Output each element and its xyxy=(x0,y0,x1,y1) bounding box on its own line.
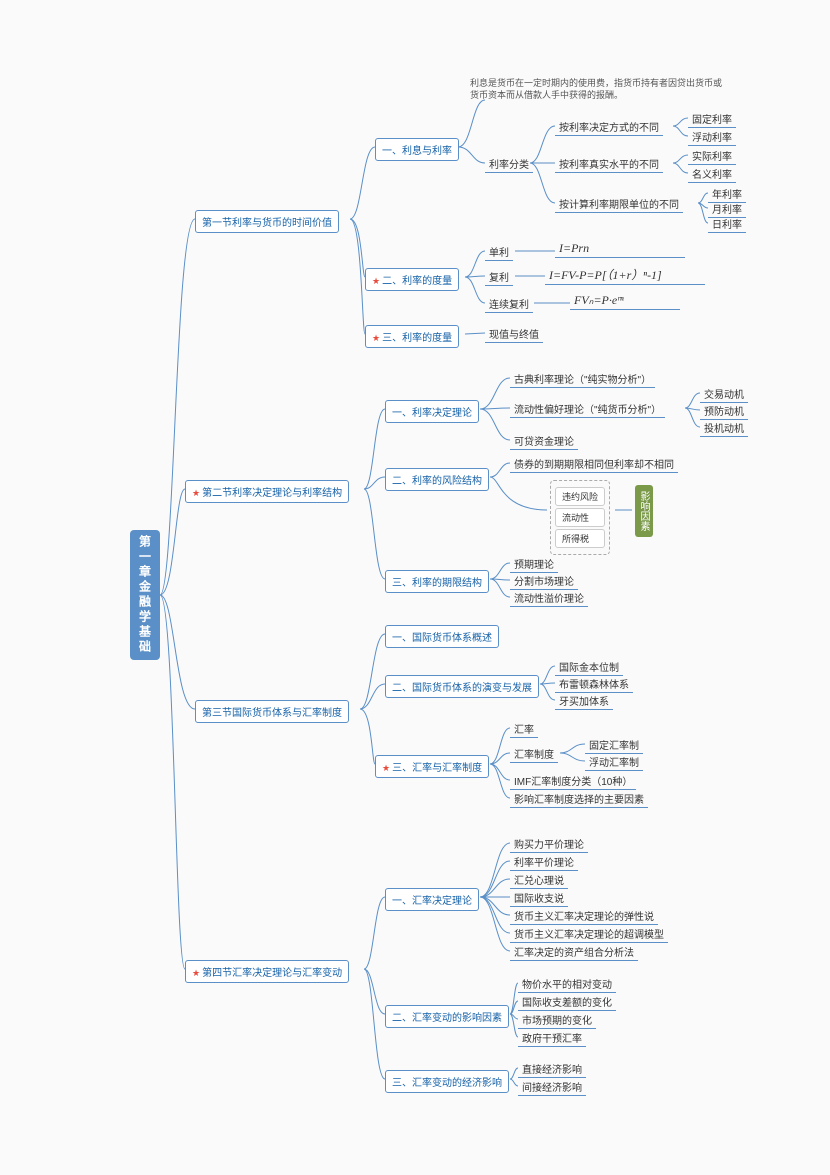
s1-m1f: I=Prn xyxy=(555,240,685,258)
s1-l1a1: 固定利率 xyxy=(688,110,736,128)
s2c1b3: 投机动机 xyxy=(700,419,748,437)
s3c3a: 汇率 xyxy=(510,720,538,738)
s4-child-2[interactable]: 二、汇率变动的影响因素 xyxy=(385,1005,509,1028)
s1-child-2[interactable]: 二、利率的度量 xyxy=(365,268,459,291)
s1-m3f: FVₙ=P·eʳⁿ xyxy=(570,292,680,310)
s1-m2: 复利 xyxy=(485,268,513,286)
s4c3-1: 间接经济影响 xyxy=(518,1078,586,1096)
s4c1-1: 利率平价理论 xyxy=(510,853,578,871)
s2c1b2: 预防动机 xyxy=(700,402,748,420)
s1-m2f: I=FV-P=P[（1+r）ⁿ-1] xyxy=(545,265,705,285)
s3-child-1[interactable]: 一、国际货币体系概述 xyxy=(385,625,499,648)
s3c2c: 牙买加体系 xyxy=(555,692,613,710)
s1-l1b: 按利率真实水平的不同 xyxy=(555,155,663,173)
s1-l1b2: 名义利率 xyxy=(688,165,736,183)
s4c1-4: 货币主义汇率决定理论的弹性说 xyxy=(510,907,658,925)
risk-2: 流动性 xyxy=(555,508,605,527)
s4c2-0: 物价水平的相对变动 xyxy=(518,975,616,993)
s4c1-0: 购买力平价理论 xyxy=(510,835,588,853)
s4c1-2: 汇兑心理说 xyxy=(510,871,568,889)
s1-child-3[interactable]: 三、利率的度量 xyxy=(365,325,459,348)
s4c1-3: 国际收支说 xyxy=(510,889,568,907)
s4c2-1: 国际收支差额的变化 xyxy=(518,993,616,1011)
s2c1a: 古典利率理论（"纯实物分析"） xyxy=(510,370,655,388)
s3c3b2: 浮动汇率制 xyxy=(585,753,643,771)
risk-3: 所得税 xyxy=(555,529,605,548)
s1-l1c3: 日利率 xyxy=(708,215,746,233)
s2c3a: 预期理论 xyxy=(510,555,558,573)
section-1[interactable]: 第一节利率与货币的时间价值 xyxy=(195,210,339,233)
risk-group: 违约风险 流动性 所得税 xyxy=(550,480,610,555)
s2-child-1[interactable]: 一、利率决定理论 xyxy=(385,400,479,423)
s3c3c: IMF汇率制度分类（10种） xyxy=(510,772,636,790)
s3c3b1: 固定汇率制 xyxy=(585,736,643,754)
s1-l1a2: 浮动利率 xyxy=(688,128,736,146)
s1-l1a: 按利率决定方式的不同 xyxy=(555,118,663,136)
s3c3d: 影响汇率制度选择的主要因素 xyxy=(510,790,648,808)
s4c1-5: 货币主义汇率决定理论的超调模型 xyxy=(510,925,668,943)
s2c1c: 可贷资金理论 xyxy=(510,432,578,450)
s4c3-0: 直接经济影响 xyxy=(518,1060,586,1078)
s3c2a: 国际金本位制 xyxy=(555,658,623,676)
s1-note: 利息是货币在一定时期内的使用费，指货币持有者因贷出货币或货币资本而从借款人手中获… xyxy=(470,78,730,101)
section-3[interactable]: 第三节国际货币体系与汇率制度 xyxy=(195,700,349,723)
s1-leaf-category: 利率分类 xyxy=(485,155,533,173)
s2c1b: 流动性偏好理论（"纯货币分析"） xyxy=(510,400,665,418)
s4c1-6: 汇率决定的资产组合分析法 xyxy=(510,943,638,961)
s4c2-2: 市场预期的变化 xyxy=(518,1011,596,1029)
s1-m3: 连续复利 xyxy=(485,295,533,313)
risk-1: 违约风险 xyxy=(555,487,605,506)
s4-child-3[interactable]: 三、汇率变动的经济影响 xyxy=(385,1070,509,1093)
s4c2-3: 政府干预汇率 xyxy=(518,1029,586,1047)
s3-child-3[interactable]: 三、汇率与汇率制度 xyxy=(375,755,489,778)
s1-c3-l: 现值与终值 xyxy=(485,325,543,343)
s2-child-2[interactable]: 二、利率的风险结构 xyxy=(385,468,489,491)
badge-factors: 影响因素 xyxy=(635,485,653,537)
s2c1b1: 交易动机 xyxy=(700,385,748,403)
s2c3c: 流动性溢价理论 xyxy=(510,589,588,607)
s2-child-3[interactable]: 三、利率的期限结构 xyxy=(385,570,489,593)
s3-child-2[interactable]: 二、国际货币体系的演变与发展 xyxy=(385,675,539,698)
s1-child-1[interactable]: 一、利息与利率 xyxy=(375,138,459,161)
s2c2a: 债券的到期期限相同但利率却不相同 xyxy=(510,455,678,473)
section-4[interactable]: 第四节汇率决定理论与汇率变动 xyxy=(185,960,349,983)
root-node[interactable]: 第一章金融学基础 xyxy=(130,530,160,660)
s1-m1: 单利 xyxy=(485,243,513,261)
section-2[interactable]: 第二节利率决定理论与利率结构 xyxy=(185,480,349,503)
s3c2b: 布雷顿森林体系 xyxy=(555,675,633,693)
s1-l1b1: 实际利率 xyxy=(688,147,736,165)
s2c3b: 分割市场理论 xyxy=(510,572,578,590)
s1-l1c: 按计算利率期限单位的不同 xyxy=(555,195,683,213)
s3c3b: 汇率制度 xyxy=(510,745,558,763)
s4-child-1[interactable]: 一、汇率决定理论 xyxy=(385,888,479,911)
